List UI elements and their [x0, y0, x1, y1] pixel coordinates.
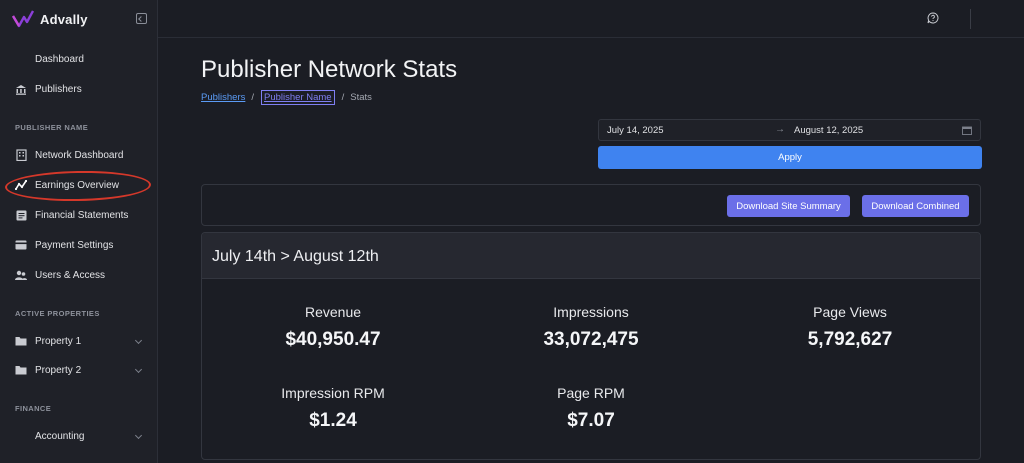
users-icon: [15, 269, 27, 281]
building-icon: [15, 149, 27, 161]
download-panel: Download Site Summary Download Combined: [201, 184, 981, 226]
sidebar-item-label: Accounting: [35, 430, 85, 442]
sidebar: Advally Dashboard Publishers PUBLISHER N…: [0, 0, 158, 463]
sidebar-item-dashboard[interactable]: Dashboard: [0, 45, 157, 73]
page-title: Publisher Network Stats: [201, 56, 458, 83]
sidebar-item-property-2[interactable]: Property 2: [0, 356, 157, 384]
date-range-picker[interactable]: July 14, 2025 → August 12, 2025: [598, 119, 981, 141]
end-date-input[interactable]: August 12, 2025: [794, 125, 864, 136]
stat-label: Impressions: [553, 304, 629, 320]
sidebar-item-label: Users & Access: [35, 269, 106, 281]
sidebar-item-label: Payment Settings: [35, 239, 114, 251]
topbar-divider: [970, 9, 971, 29]
collapse-sidebar-icon[interactable]: [136, 13, 147, 24]
stat-impression-rpm: Impression RPM $1.24: [203, 385, 463, 432]
logo-row: Advally: [0, 0, 157, 38]
stat-value: $1.24: [309, 410, 357, 431]
sidebar-item-financial-statements[interactable]: Financial Statements: [0, 201, 157, 229]
top-bar: [158, 0, 1024, 38]
stat-revenue: Revenue $40,950.47: [203, 304, 463, 351]
breadcrumb: Publishers / Publisher Name / Stats: [201, 90, 372, 105]
download-combined-button[interactable]: Download Combined: [862, 195, 969, 217]
sidebar-item-network-dashboard[interactable]: Network Dashboard: [0, 141, 157, 169]
stat-label: Page RPM: [557, 385, 625, 401]
stat-value: $40,950.47: [285, 329, 381, 350]
card-icon: [15, 239, 27, 251]
stat-label: Revenue: [304, 304, 362, 320]
section-label-publisher: PUBLISHER NAME: [15, 123, 89, 132]
section-label-active-properties: ACTIVE PROPERTIES: [15, 309, 100, 318]
sidebar-item-property-1[interactable]: Property 1: [0, 327, 157, 355]
stats-date-heading: July 14th > August 12th: [212, 248, 379, 265]
calendar-icon[interactable]: [962, 126, 972, 135]
document-icon: [15, 209, 27, 221]
folder-icon: [15, 364, 27, 376]
sidebar-item-label: Property 1: [35, 335, 82, 347]
sidebar-item-label: Publishers: [35, 83, 82, 95]
stat-page-rpm: Page RPM $7.07: [461, 385, 721, 432]
breadcrumb-separator: /: [251, 92, 254, 103]
folder-icon: [15, 335, 27, 347]
breadcrumb-publisher-name-link[interactable]: Publisher Name: [261, 90, 335, 105]
stat-impressions: Impressions 33,072,475: [461, 304, 721, 351]
advally-logo-icon: [12, 10, 34, 28]
start-date-input[interactable]: July 14, 2025: [607, 125, 664, 136]
sidebar-item-payment-settings[interactable]: Payment Settings: [0, 231, 157, 259]
sidebar-item-accounting[interactable]: Accounting: [0, 422, 157, 450]
app-name: Advally: [40, 11, 88, 27]
stat-value: $7.07: [567, 410, 615, 431]
sidebar-item-label: Property 2: [35, 364, 82, 376]
sidebar-item-label: Financial Statements: [35, 209, 129, 221]
stats-header: July 14th > August 12th: [202, 233, 980, 279]
bank-icon: [15, 83, 27, 95]
chevron-down-icon[interactable]: [134, 365, 143, 374]
breadcrumb-separator: /: [341, 92, 345, 103]
chevron-down-icon[interactable]: [134, 336, 143, 345]
arrow-right-icon: →: [775, 124, 785, 135]
stat-value: 33,072,475: [543, 329, 639, 350]
sidebar-item-users-access[interactable]: Users & Access: [0, 261, 157, 289]
section-label-finance: FINANCE: [15, 404, 52, 413]
chevron-down-icon[interactable]: [134, 431, 143, 440]
sidebar-item-label: Earnings Overview: [35, 179, 119, 191]
breadcrumb-current: Stats: [350, 92, 372, 103]
sidebar-item-publishers[interactable]: Publishers: [0, 75, 157, 103]
stats-panel: July 14th > August 12th Revenue $40,950.…: [201, 232, 981, 460]
help-chat-icon[interactable]: [927, 12, 939, 24]
chart-line-icon: [15, 179, 27, 191]
download-site-summary-button[interactable]: Download Site Summary: [727, 195, 850, 217]
stat-value: 5,792,627: [807, 329, 893, 350]
stat-label: Page Views: [813, 304, 887, 320]
stat-label: Impression RPM: [281, 385, 385, 401]
stat-page-views: Page Views 5,792,627: [720, 304, 980, 351]
sidebar-item-label: Network Dashboard: [35, 149, 124, 161]
sidebar-item-earnings-overview[interactable]: Earnings Overview: [0, 171, 157, 199]
apply-button[interactable]: Apply: [598, 146, 982, 169]
breadcrumb-publishers-link[interactable]: Publishers: [201, 92, 246, 103]
sidebar-item-label: Dashboard: [35, 53, 84, 65]
